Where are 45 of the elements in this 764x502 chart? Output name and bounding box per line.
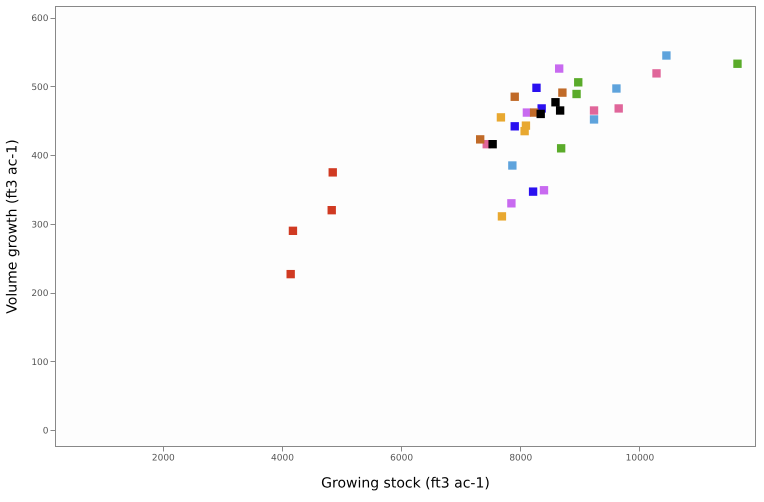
y-tick-label: 300 [31, 220, 49, 230]
point [536, 110, 545, 118]
point [733, 60, 742, 68]
y-tick-label: 0 [42, 426, 49, 437]
point [662, 51, 671, 60]
point [574, 78, 582, 86]
point [612, 84, 621, 93]
point [551, 98, 560, 106]
point [652, 69, 661, 78]
x-tick-label: 2000 [152, 454, 176, 464]
point [532, 84, 541, 92]
point [488, 140, 497, 148]
point [540, 186, 548, 194]
point [328, 206, 336, 214]
y-axis-title: Volume growth (ft3 ac-1) [4, 139, 20, 314]
point [510, 122, 519, 130]
point [476, 135, 484, 144]
point [328, 168, 337, 177]
point [556, 144, 566, 152]
point [507, 199, 516, 208]
point [520, 126, 529, 136]
point [510, 92, 519, 101]
point [614, 104, 623, 113]
x-axis-title: Growing stock (ft3 ac-1) [321, 476, 490, 492]
point [558, 88, 567, 97]
point [590, 115, 598, 124]
y-tick-label: 500 [31, 82, 49, 93]
point [496, 113, 506, 122]
point [508, 161, 517, 170]
point [556, 106, 564, 115]
y-tick-label: 400 [31, 152, 49, 162]
y-tick-label: 200 [31, 289, 49, 300]
point [288, 226, 298, 235]
x-tick-label: 8000 [509, 454, 532, 464]
point [554, 64, 564, 73]
x-tick-label: 6000 [390, 454, 414, 464]
point [590, 106, 598, 115]
x-tick-label: 4000 [271, 454, 294, 464]
point [286, 270, 295, 278]
point [572, 90, 581, 98]
y-tick-label: 100 [31, 358, 49, 368]
y-tick-label: 600 [31, 14, 49, 24]
point [498, 212, 506, 221]
point [528, 187, 538, 196]
x-tick-label: 10000 [626, 454, 655, 464]
